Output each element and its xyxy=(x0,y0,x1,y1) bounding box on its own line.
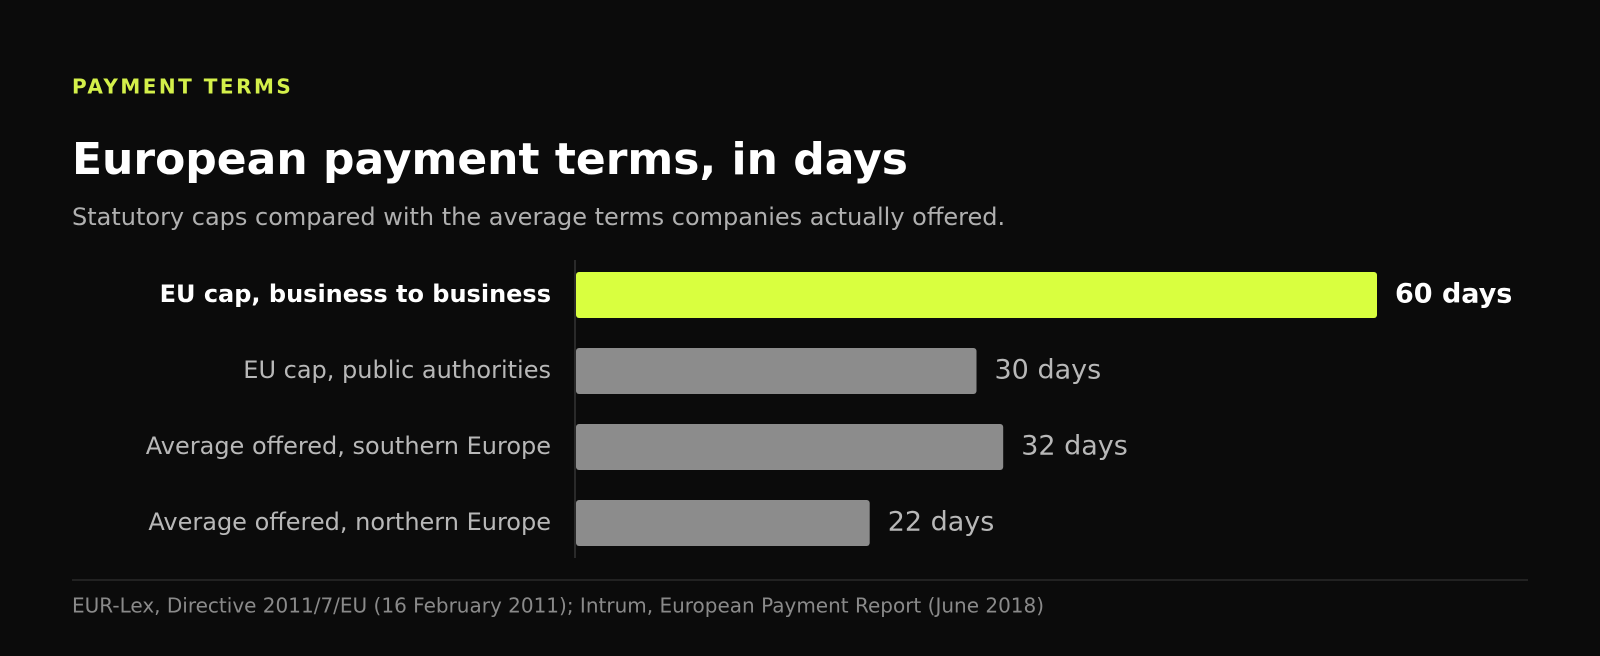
value-label: 30 days xyxy=(995,355,1102,386)
category-label: EU cap, business to business xyxy=(160,280,551,308)
value-label: 32 days xyxy=(1021,431,1128,462)
bar xyxy=(576,424,1004,470)
source: EUR-Lex, Directive 2011/7/EU (16 Februar… xyxy=(72,594,1044,618)
bar xyxy=(576,500,870,546)
value-label: 22 days xyxy=(888,507,995,538)
chart-title: European payment terms, in days xyxy=(72,134,908,185)
bar xyxy=(576,272,1377,318)
bar xyxy=(576,348,977,394)
value-label: 60 days xyxy=(1395,279,1512,310)
category-label: EU cap, public authorities xyxy=(243,356,551,384)
chart-subtitle: Statutory caps compared with the average… xyxy=(72,203,1005,231)
category-label: Average offered, southern Europe xyxy=(146,432,551,460)
category-label: Average offered, northern Europe xyxy=(148,508,551,536)
kicker: PAYMENT TERMS xyxy=(72,75,293,99)
